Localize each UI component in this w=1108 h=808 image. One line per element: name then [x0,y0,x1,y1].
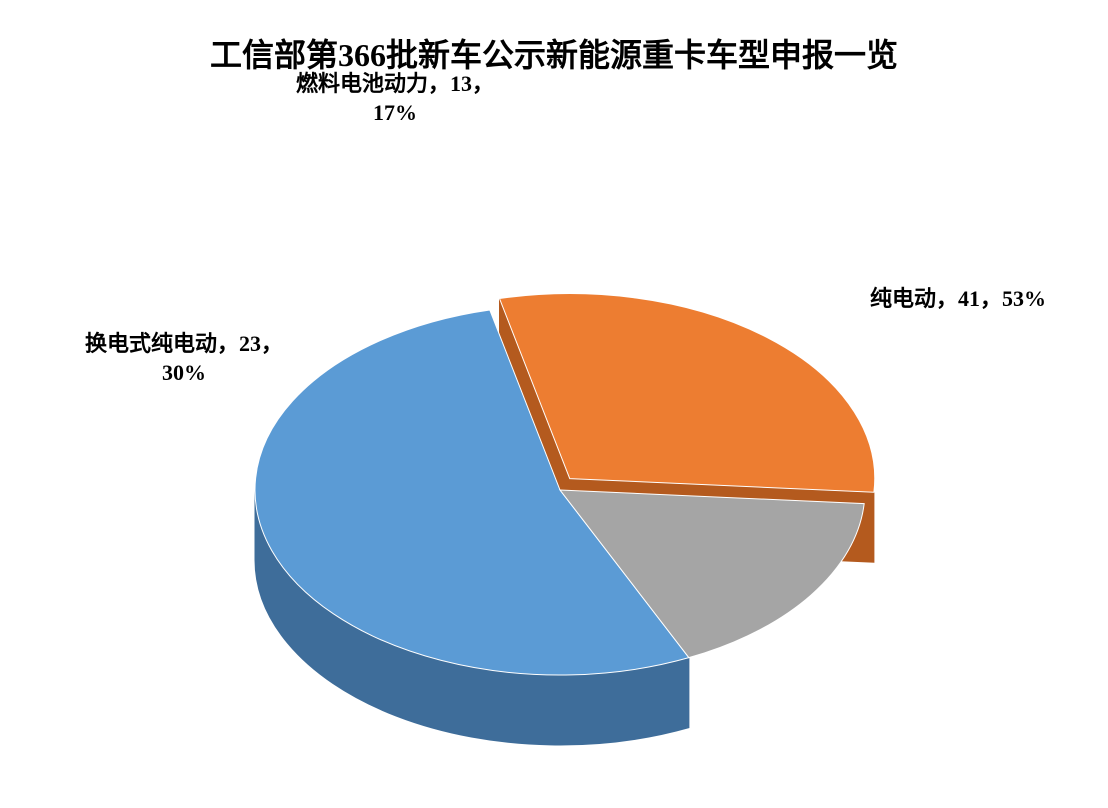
slice-label-blue: 纯电动，41，53% [870,285,1046,314]
chart-title: 工信部第366批新车公示新能源重卡车型申报一览 [0,30,1108,76]
slice-label-gray: 燃料电池动力，13， 17% [296,70,494,127]
slice-label-orange: 换电式纯电动，23， 30% [85,330,283,387]
pie-chart [0,120,1108,800]
